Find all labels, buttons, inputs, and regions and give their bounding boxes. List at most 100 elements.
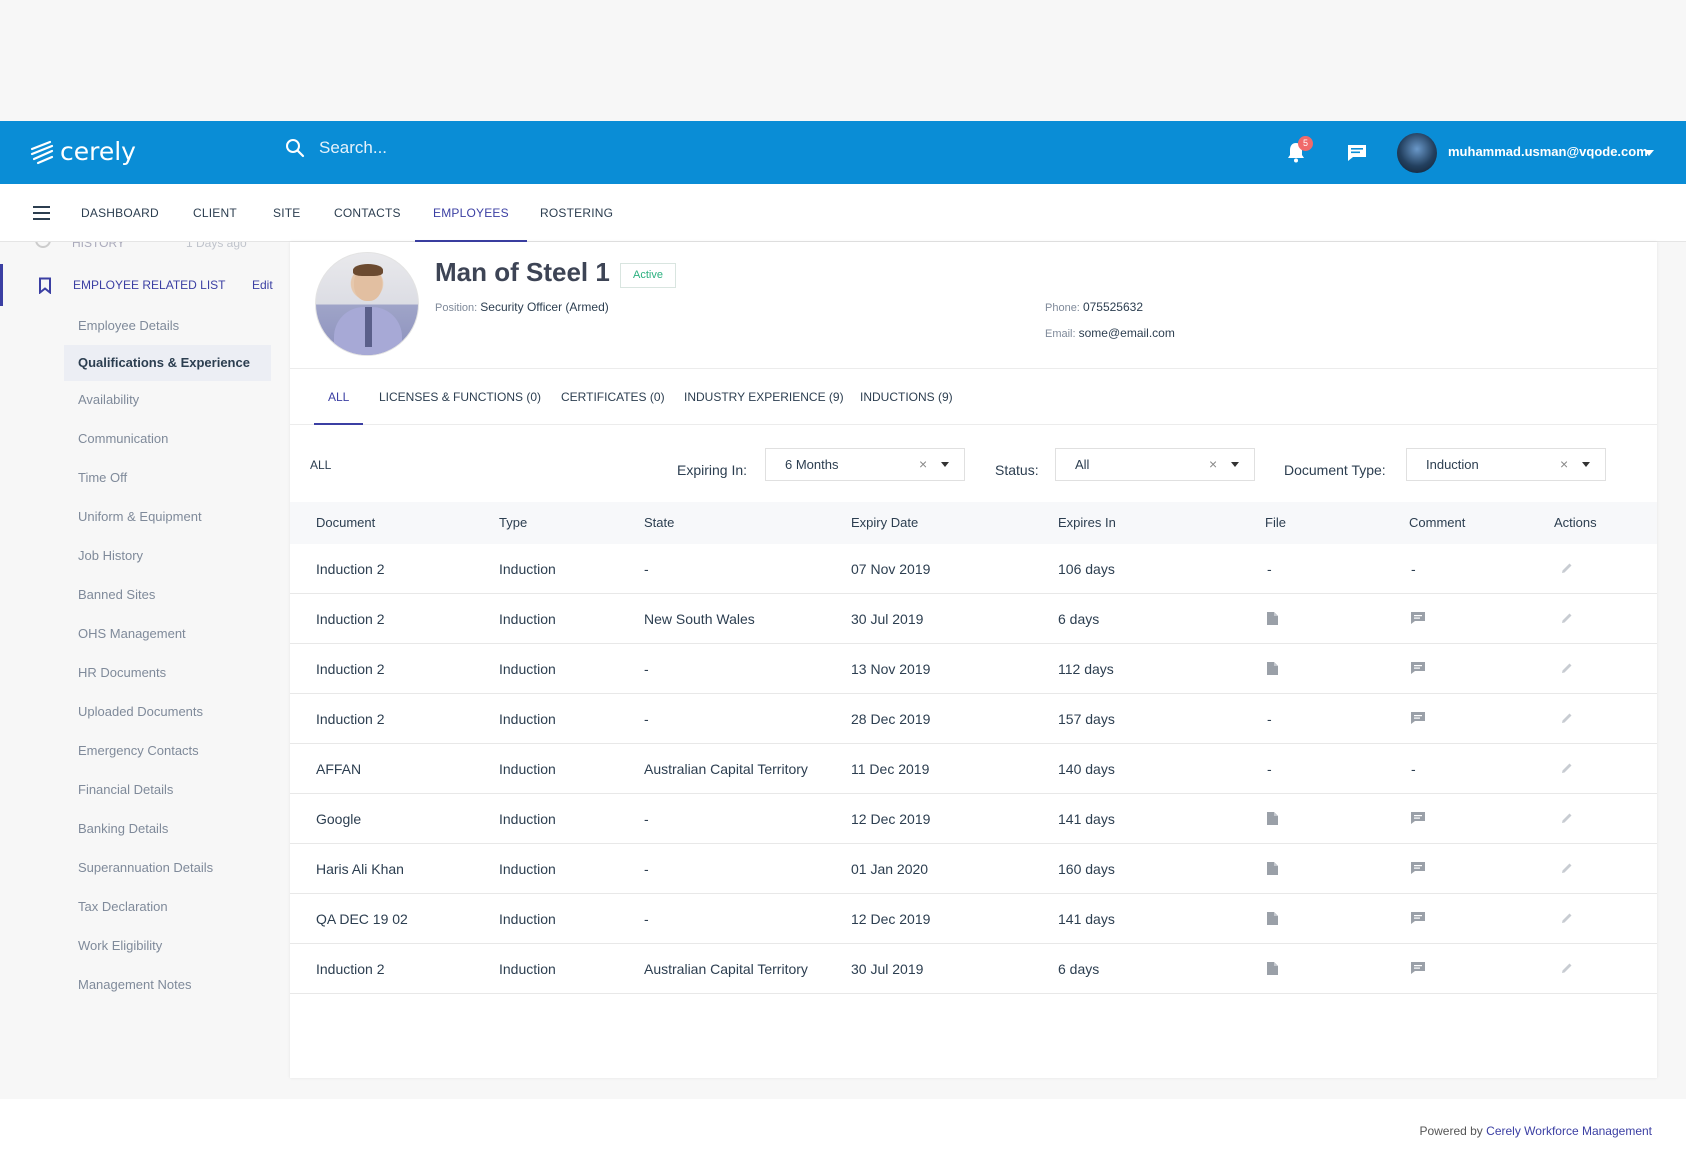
sidebar-item-hr-documents[interactable]: HR Documents bbox=[78, 665, 167, 680]
status-label: Status: bbox=[995, 462, 1039, 478]
comment-icon[interactable] bbox=[1410, 861, 1426, 880]
table-row: QA DEC 19 02 Induction - 12 Dec 2019 141 day… bbox=[290, 894, 1657, 944]
sidebar-item-employee-details[interactable]: Employee Details bbox=[78, 318, 180, 333]
user-email[interactable]: muhammad.usman@vqode.com bbox=[1448, 144, 1648, 159]
nav-rostering[interactable]: ROSTERING bbox=[540, 206, 614, 220]
search-bar[interactable]: Search... bbox=[285, 138, 387, 158]
clear-icon[interactable]: × bbox=[1560, 456, 1569, 472]
cell-document: QA DEC 19 02 bbox=[316, 911, 408, 927]
chevron-down-icon[interactable] bbox=[941, 462, 949, 467]
sidebar-item-availability[interactable]: Availability bbox=[78, 392, 140, 407]
sidebar-item-ohs[interactable]: OHS Management bbox=[78, 626, 186, 641]
cell-document: Haris Ali Khan bbox=[316, 861, 404, 877]
sidebar-item-banking[interactable]: Banking Details bbox=[78, 821, 169, 836]
sidebar-edit-link[interactable]: Edit bbox=[252, 278, 273, 292]
comment-icon[interactable] bbox=[1410, 811, 1426, 830]
clear-icon[interactable]: × bbox=[1209, 456, 1218, 472]
search-input[interactable]: Search... bbox=[319, 138, 388, 157]
tab-licenses[interactable]: LICENSES & FUNCTIONS (0) bbox=[379, 390, 542, 404]
logo-text: cerely bbox=[60, 137, 136, 166]
edit-icon[interactable] bbox=[1560, 761, 1574, 780]
chevron-down-icon[interactable] bbox=[1582, 462, 1590, 467]
nav-client[interactable]: CLIENT bbox=[193, 206, 237, 220]
cell-state: - bbox=[644, 911, 649, 927]
cell-expires-in: 106 days bbox=[1058, 561, 1115, 577]
edit-icon[interactable] bbox=[1560, 611, 1574, 630]
bookmark-icon bbox=[39, 277, 51, 294]
file-icon[interactable] bbox=[1266, 911, 1279, 931]
clear-icon[interactable]: × bbox=[919, 456, 928, 472]
position-label: Position: bbox=[435, 302, 478, 314]
nav-employees[interactable]: EMPLOYEES bbox=[415, 184, 527, 242]
file-icon[interactable] bbox=[1266, 611, 1279, 631]
col-expires-in[interactable]: Expires In bbox=[1058, 515, 1116, 530]
sidebar-item-job-history[interactable]: Job History bbox=[78, 548, 144, 563]
edit-icon[interactable] bbox=[1560, 911, 1574, 930]
edit-icon[interactable] bbox=[1560, 811, 1574, 830]
status-select[interactable]: All × bbox=[1055, 448, 1255, 481]
comment-icon[interactable] bbox=[1410, 911, 1426, 930]
user-avatar[interactable] bbox=[1397, 133, 1437, 173]
cell-state: - bbox=[644, 811, 649, 827]
nav-site[interactable]: SITE bbox=[273, 206, 301, 220]
edit-icon[interactable] bbox=[1560, 961, 1574, 980]
col-type[interactable]: Type bbox=[499, 515, 528, 530]
comment-icon[interactable] bbox=[1410, 611, 1426, 630]
file-icon[interactable] bbox=[1266, 861, 1279, 881]
chevron-down-icon[interactable] bbox=[1231, 462, 1239, 467]
sidebar-item-uniform[interactable]: Uniform & Equipment bbox=[78, 509, 202, 524]
sidebar-item-tax[interactable]: Tax Declaration bbox=[78, 899, 168, 914]
sidebar-history-label[interactable]: HISTORY bbox=[72, 242, 125, 250]
cell-state: - bbox=[644, 861, 649, 877]
nav-dashboard[interactable]: DASHBOARD bbox=[81, 206, 159, 220]
footer-link[interactable]: Cerely Workforce Management bbox=[1486, 1124, 1652, 1138]
sidebar-item-time-off[interactable]: Time Off bbox=[78, 470, 128, 485]
tab-bar: ALL LICENSES & FUNCTIONS (0) CERTIFICATE… bbox=[290, 369, 1657, 425]
employee-name: Man of Steel 1 bbox=[435, 257, 610, 287]
menu-icon[interactable] bbox=[33, 206, 50, 224]
tab-industry-experience[interactable]: INDUSTRY EXPERIENCE (9) bbox=[684, 390, 844, 404]
status-value: All bbox=[1075, 457, 1090, 472]
sidebar-item-superannuation[interactable]: Superannuation Details bbox=[78, 860, 214, 875]
sidebar-item-qualifications[interactable]: Qualifications & Experience bbox=[64, 345, 271, 381]
cell-type: Induction bbox=[499, 711, 556, 727]
col-state[interactable]: State bbox=[644, 515, 675, 530]
cell-state: - bbox=[644, 561, 649, 577]
edit-icon[interactable] bbox=[1560, 561, 1574, 580]
cell-type: Induction bbox=[499, 911, 556, 927]
chat-icon[interactable] bbox=[1346, 143, 1368, 163]
sidebar-item-communication[interactable]: Communication bbox=[78, 431, 169, 446]
comment-icon[interactable] bbox=[1410, 711, 1426, 730]
cell-expiry-date: 01 Jan 2020 bbox=[851, 861, 929, 877]
sidebar-item-uploaded-documents[interactable]: Uploaded Documents bbox=[78, 704, 204, 719]
sidebar-item-banned-sites[interactable]: Banned Sites bbox=[78, 587, 156, 602]
tab-certificates[interactable]: CERTIFICATES (0) bbox=[561, 390, 665, 404]
expiring-value: 6 Months bbox=[785, 457, 839, 472]
doctype-select[interactable]: Induction × bbox=[1406, 448, 1606, 481]
nav-contacts[interactable]: CONTACTS bbox=[334, 206, 401, 220]
col-document[interactable]: Document bbox=[316, 515, 376, 530]
edit-icon[interactable] bbox=[1560, 861, 1574, 880]
comment-icon[interactable] bbox=[1410, 961, 1426, 980]
sidebar-item-work-eligibility[interactable]: Work Eligibility bbox=[78, 938, 163, 953]
file-icon[interactable] bbox=[1266, 811, 1279, 831]
sidebar-item-emergency-contacts[interactable]: Emergency Contacts bbox=[78, 743, 199, 758]
cell-expires-in: 141 days bbox=[1058, 811, 1115, 827]
tab-inductions[interactable]: INDUCTIONS (9) bbox=[860, 390, 953, 404]
comment-icon[interactable] bbox=[1410, 661, 1426, 680]
expiring-select[interactable]: 6 Months × bbox=[765, 448, 965, 481]
cell-file: - bbox=[1267, 711, 1272, 727]
chevron-down-icon[interactable] bbox=[1644, 150, 1654, 156]
sidebar-related-label: EMPLOYEE RELATED LIST bbox=[73, 278, 226, 292]
cell-document: Induction 2 bbox=[316, 961, 385, 977]
col-expiry-date[interactable]: Expiry Date bbox=[851, 515, 919, 530]
sidebar-item-management-notes[interactable]: Management Notes bbox=[78, 977, 192, 992]
sidebar-item-financial[interactable]: Financial Details bbox=[78, 782, 174, 797]
file-icon[interactable] bbox=[1266, 661, 1279, 681]
logo[interactable]: cerely bbox=[30, 137, 136, 166]
edit-icon[interactable] bbox=[1560, 661, 1574, 680]
tab-all[interactable]: ALL bbox=[314, 369, 364, 425]
edit-icon[interactable] bbox=[1560, 711, 1574, 730]
expiring-label: Expiring In: bbox=[677, 462, 748, 478]
file-icon[interactable] bbox=[1266, 961, 1279, 981]
